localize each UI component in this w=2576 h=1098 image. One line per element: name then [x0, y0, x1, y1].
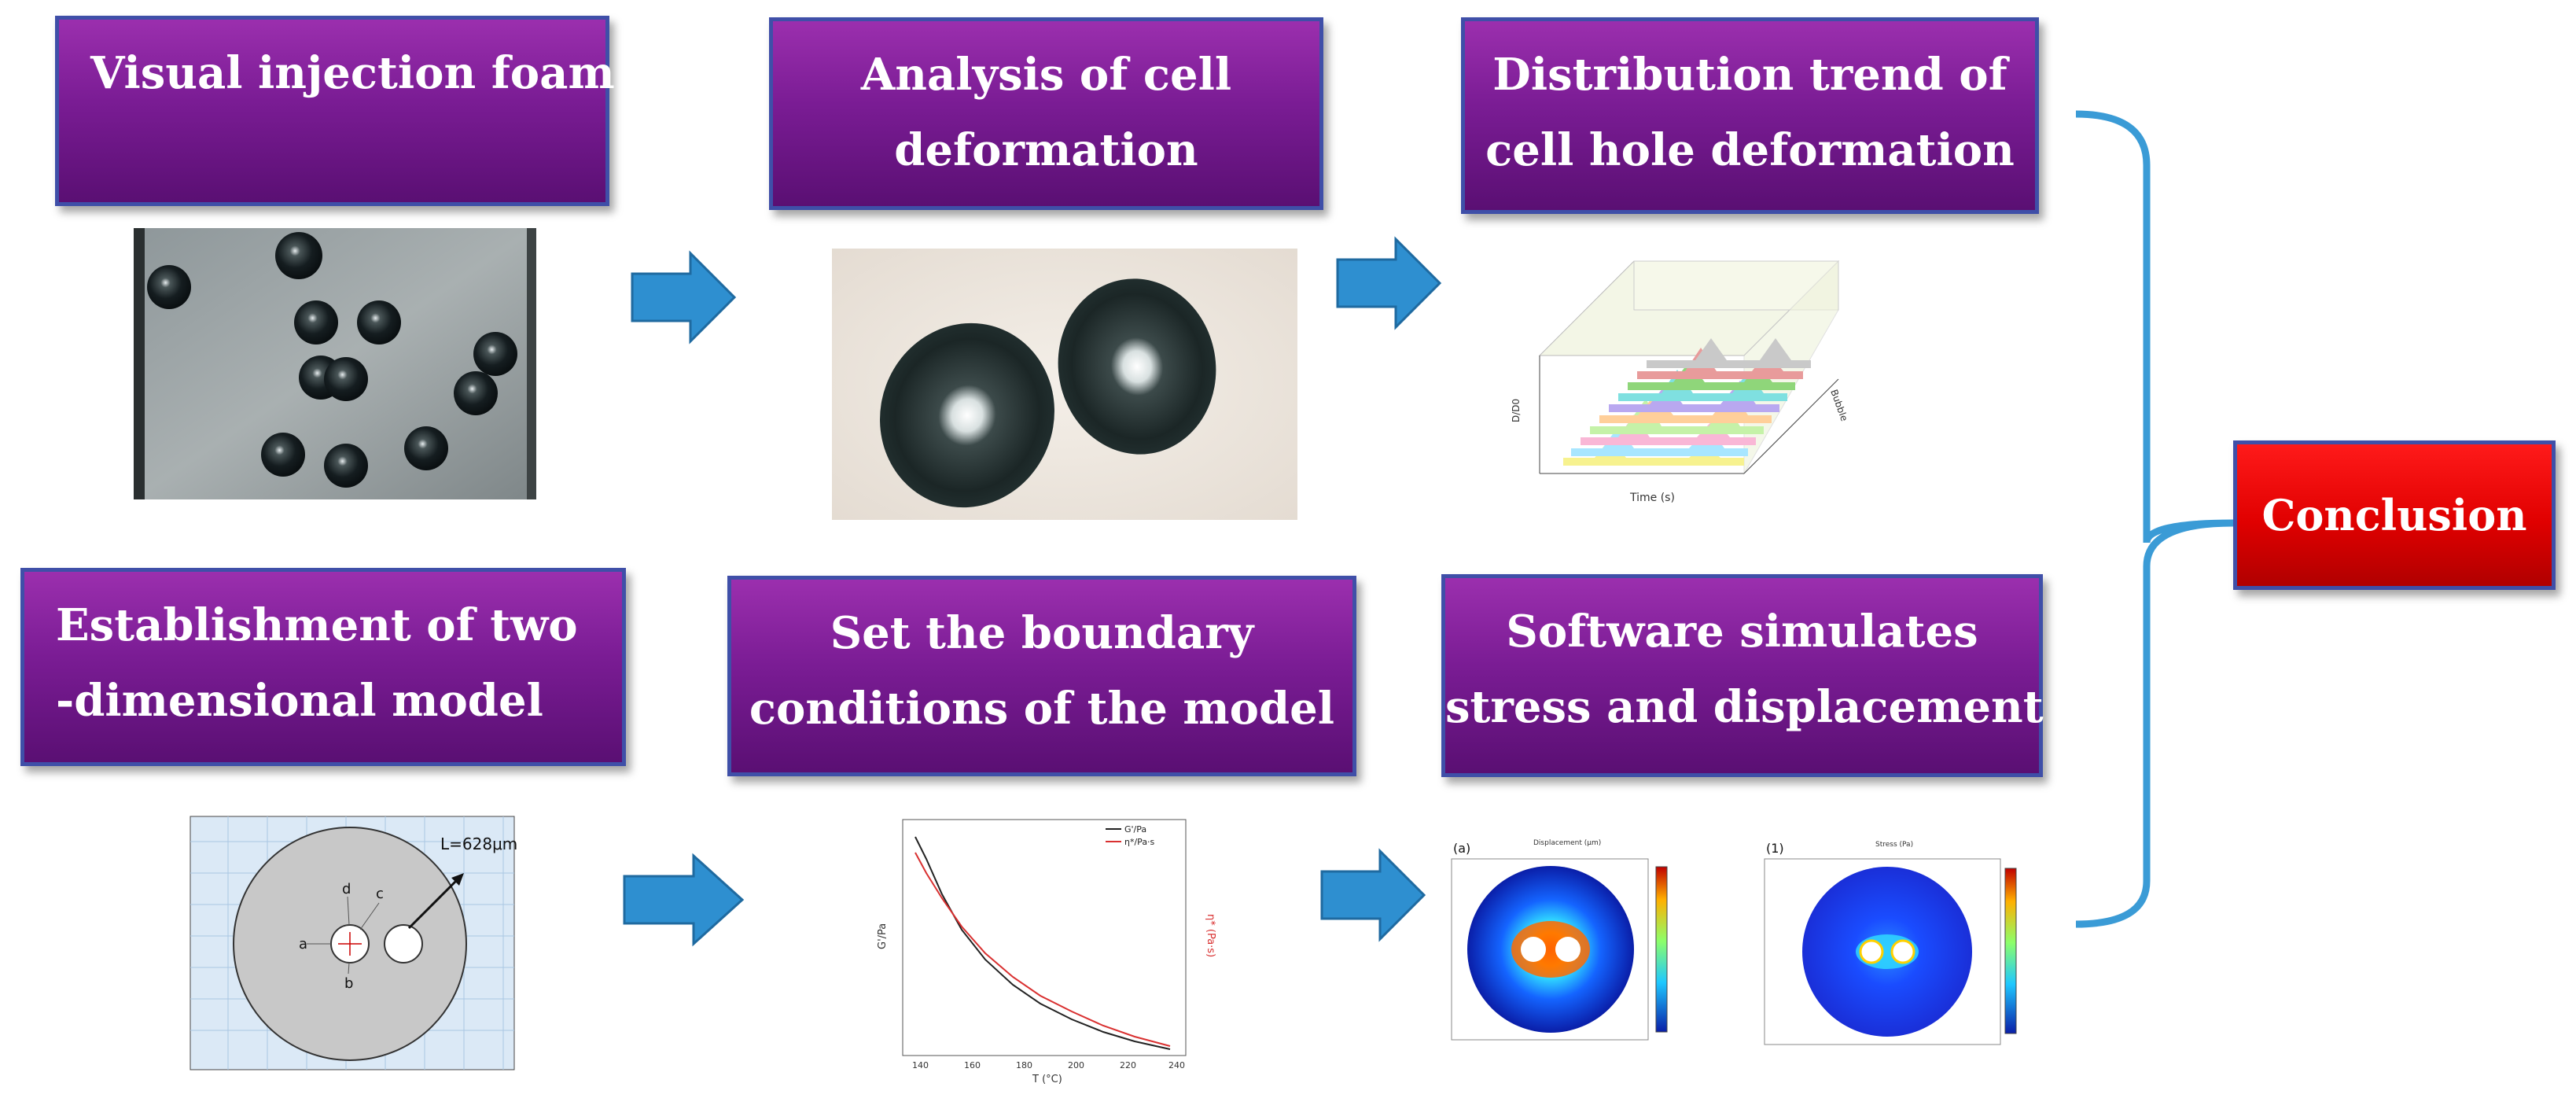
step-analysis-cell-deformation: Analysis of cell deformation — [769, 17, 1323, 210]
foam-photo — [134, 228, 536, 499]
step-distribution-trend: Distribution trend of cell hole deformat… — [1461, 17, 2039, 214]
simulation-displacement: (a) Displacement (μm) — [1447, 835, 1689, 1056]
x-tick: 200 — [1068, 1060, 1084, 1070]
simulation-stress: (1) Stress (Pa) — [1761, 837, 2048, 1057]
x-tick: 240 — [1168, 1060, 1185, 1070]
bubble — [275, 232, 322, 279]
bubble — [454, 371, 498, 415]
panel-tag: (1) — [1766, 841, 1784, 856]
model-point-b: b — [344, 975, 353, 992]
trend-xlabel: Time (s) — [1629, 492, 1675, 504]
step-label: -dimensional model — [56, 663, 622, 739]
step-label: deformation — [773, 112, 1319, 188]
step-label: Distribution trend of — [1465, 37, 2035, 112]
panel-title: Stress (Pa) — [1875, 841, 1913, 849]
bubble — [261, 433, 305, 477]
model-hole-right — [385, 925, 422, 963]
cell-deformation-photo — [832, 249, 1297, 520]
model-length-label: L=628μm — [440, 835, 517, 853]
two-dimensional-model-figure: L=628μm a b c d — [181, 810, 521, 1081]
model-point-c: c — [376, 886, 384, 902]
bubble — [473, 332, 517, 376]
y-axis-label-right: η* (Pa·s) — [1205, 914, 1216, 957]
step-two-dimensional-model: Establishment of two -dimensional model — [20, 568, 626, 766]
bubble — [404, 426, 448, 470]
step-label: Establishment of two — [56, 588, 622, 663]
arrow-right-icon — [621, 853, 747, 947]
trend-zlabel: Bubble — [1828, 388, 1846, 422]
step-label: Visual injection foam — [90, 35, 605, 111]
step-label: stress and displacement — [1445, 669, 2039, 745]
y-axis-label-left: G'/Pa — [877, 923, 889, 949]
bubble — [324, 357, 368, 401]
step-label: conditions of the model — [731, 671, 1352, 746]
bubble — [324, 444, 368, 488]
x-tick: 140 — [912, 1060, 929, 1070]
x-tick: 180 — [1016, 1060, 1032, 1070]
legend-gprime: G'/Pa — [1124, 824, 1146, 835]
boundary-conditions-chart: G'/Pa η*/Pa·s 140 160 180 200 220 240 T … — [871, 812, 1225, 1087]
arrow-right-icon — [1334, 236, 1444, 330]
model-point-d: d — [342, 881, 351, 897]
step-boundary-conditions: Set the boundary conditions of the model — [727, 576, 1356, 776]
brace-connector — [2068, 102, 2241, 936]
arrow-right-icon — [629, 250, 739, 345]
bubble — [357, 300, 401, 345]
bubble — [147, 265, 191, 309]
step-label: Software simulates — [1445, 594, 2039, 669]
bubble — [294, 300, 338, 345]
model-point-a: a — [299, 936, 307, 952]
distribution-trend-chart: Time (s) D/D0 Bubble — [1508, 238, 1846, 509]
conclusion-box: Conclusion — [2233, 440, 2556, 590]
step-visual-injection-foam: Visual injection foam — [55, 16, 609, 206]
x-tick: 220 — [1120, 1060, 1136, 1070]
x-tick: 160 — [964, 1060, 981, 1070]
step-software-simulates: Software simulates stress and displaceme… — [1441, 574, 2043, 777]
step-label: cell hole deformation — [1465, 112, 2035, 188]
panel-tag: (a) — [1453, 841, 1470, 856]
conclusion-label: Conclusion — [2261, 490, 2526, 540]
legend-eta: η*/Pa·s — [1124, 837, 1155, 847]
step-label: Analysis of cell — [773, 37, 1319, 112]
trend-ylabel: D/D0 — [1511, 399, 1522, 422]
panel-title: Displacement (μm) — [1533, 839, 1601, 847]
step-label: Set the boundary — [731, 595, 1352, 671]
arrow-right-icon — [1319, 848, 1429, 942]
x-axis-label: T (°C) — [1032, 1074, 1062, 1085]
